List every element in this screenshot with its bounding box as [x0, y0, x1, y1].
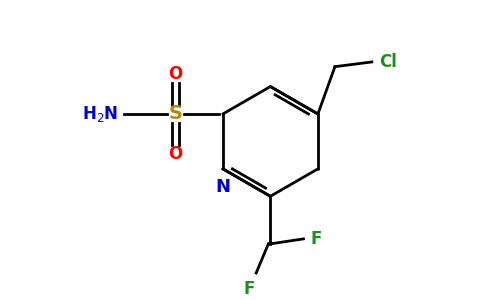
Text: H$_2$N: H$_2$N [82, 104, 119, 124]
Text: N: N [215, 178, 230, 196]
Text: Cl: Cl [379, 53, 397, 71]
Text: S: S [168, 104, 182, 124]
Text: O: O [168, 145, 182, 163]
Text: F: F [310, 230, 321, 248]
Text: O: O [168, 65, 182, 83]
Text: F: F [244, 280, 255, 298]
